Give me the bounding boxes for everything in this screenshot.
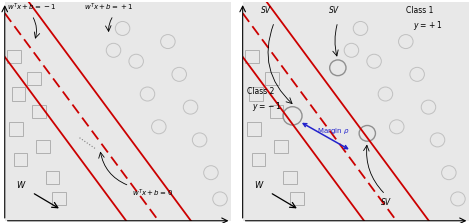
Bar — [252, 153, 265, 166]
Bar — [9, 122, 23, 136]
Bar — [7, 50, 20, 63]
Bar — [36, 140, 50, 153]
Text: $y=+1$: $y=+1$ — [412, 19, 442, 33]
Bar — [14, 153, 27, 166]
Text: SV: SV — [261, 6, 271, 15]
Bar — [247, 122, 261, 136]
Text: W: W — [16, 181, 24, 190]
Text: SV: SV — [329, 6, 339, 15]
Bar — [270, 105, 283, 118]
Bar — [52, 192, 66, 205]
Bar — [245, 50, 258, 63]
Text: $w^Tx+b=0$: $w^Tx+b=0$ — [132, 188, 173, 199]
Text: $w^Tx+b=-1$: $w^Tx+b=-1$ — [7, 2, 56, 13]
Bar — [283, 171, 297, 184]
Text: $y=-1$: $y=-1$ — [252, 100, 281, 113]
Bar — [265, 72, 279, 85]
Text: W: W — [254, 181, 262, 190]
Bar — [11, 87, 25, 101]
Bar — [27, 72, 41, 85]
Text: Margin $\rho$: Margin $\rho$ — [318, 126, 350, 136]
Bar — [32, 105, 46, 118]
Text: SV: SV — [381, 198, 391, 207]
Bar — [290, 192, 304, 205]
Text: Class 1: Class 1 — [406, 6, 433, 15]
Bar — [274, 140, 288, 153]
Text: $w^Tx+b=+1$: $w^Tx+b=+1$ — [84, 2, 134, 13]
Bar — [46, 171, 59, 184]
Bar — [249, 87, 263, 101]
Text: Class 2: Class 2 — [247, 87, 274, 96]
